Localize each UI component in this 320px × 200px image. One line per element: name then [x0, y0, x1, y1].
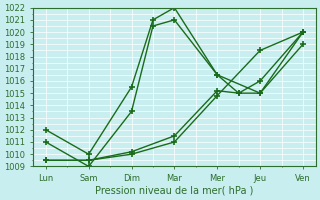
- X-axis label: Pression niveau de la mer( hPa ): Pression niveau de la mer( hPa ): [95, 186, 253, 196]
